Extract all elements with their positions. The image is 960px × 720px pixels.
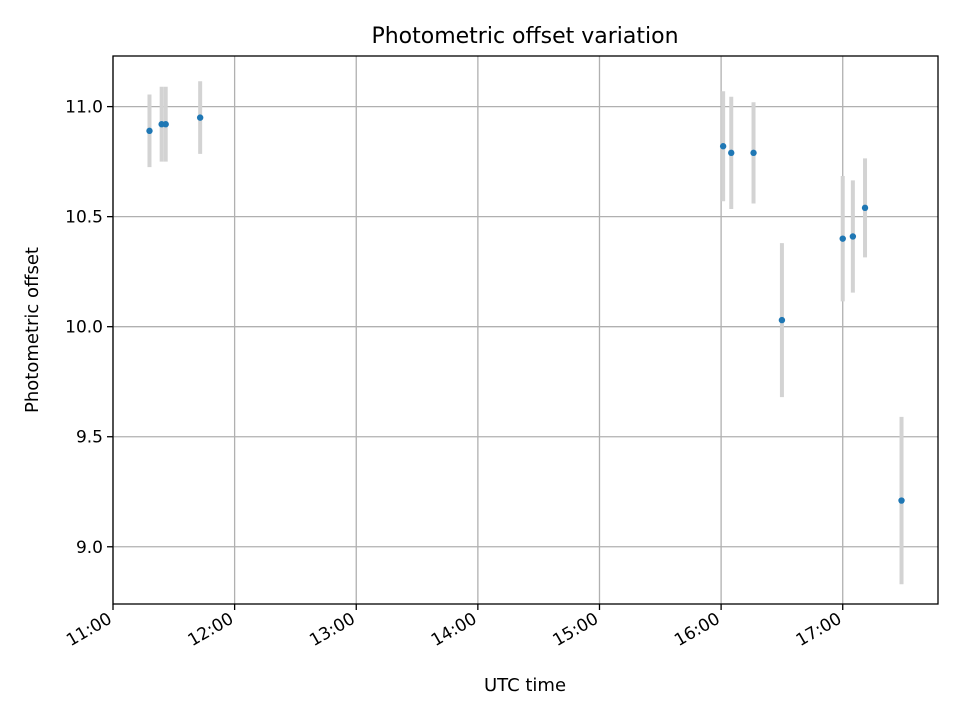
chart-title: Photometric offset variation [371, 24, 678, 49]
y-tick-label: 9.5 [76, 428, 103, 448]
y-tick-label: 10.0 [65, 318, 103, 338]
data-point [728, 149, 735, 157]
y-tick-label: 10.5 [65, 208, 103, 228]
data-point [778, 316, 786, 324]
data-point [898, 497, 905, 504]
y-axis-label: Photometric offset [22, 247, 43, 413]
plot-frame [112, 55, 939, 605]
data-point [196, 114, 204, 121]
x-axis-label: UTC time [484, 675, 566, 696]
data-point [849, 233, 857, 240]
data-point [146, 127, 153, 135]
y-tick-label: 11.0 [65, 98, 103, 118]
data-point [839, 235, 846, 242]
y-axis-ticks: 9.0 9.5 10.0 10.5 11.0 [65, 98, 113, 558]
data-point [162, 121, 169, 128]
data-point [750, 149, 757, 157]
data-point [719, 143, 727, 150]
data-point [861, 204, 869, 212]
y-tick-label: 9.0 [76, 538, 103, 558]
data-points [146, 114, 905, 504]
